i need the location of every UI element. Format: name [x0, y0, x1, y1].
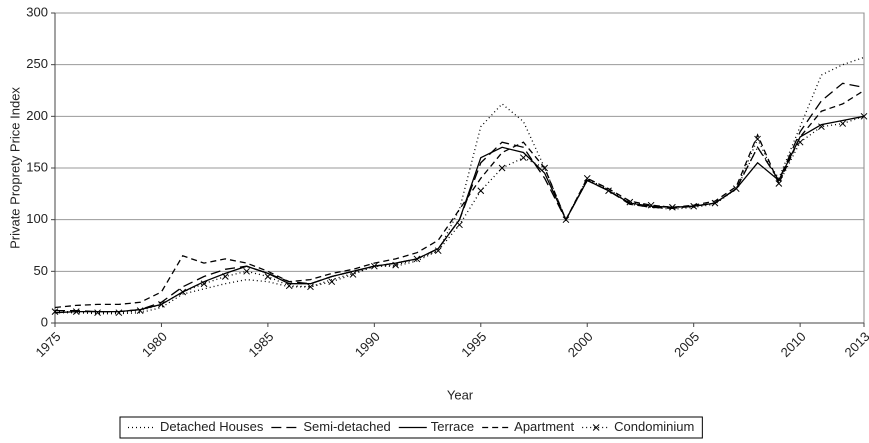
marker — [413, 255, 421, 263]
marker — [434, 247, 442, 255]
marker — [200, 280, 208, 288]
marker — [392, 261, 399, 269]
y-tick-label: 100 — [26, 211, 48, 226]
marker — [115, 309, 123, 317]
marker — [520, 154, 527, 162]
series-line — [55, 82, 865, 313]
x-tick-label: 1985 — [245, 329, 276, 360]
legend-label: Terrace — [431, 419, 474, 434]
y-tick-label: 200 — [26, 108, 48, 123]
marker — [690, 202, 698, 210]
x-tick-label: 1975 — [32, 329, 63, 360]
marker — [796, 138, 804, 146]
marker — [562, 216, 570, 224]
x-tick-label: 1990 — [352, 329, 383, 360]
x-tick-label: 2005 — [671, 329, 702, 360]
legend-label: Semi-detached — [303, 419, 390, 434]
marker — [94, 309, 101, 317]
marker — [732, 185, 740, 193]
y-tick-label: 300 — [26, 4, 48, 19]
marker — [456, 221, 463, 229]
marker — [179, 288, 187, 296]
x-tick-label: 2000 — [565, 329, 596, 360]
x-tick-label: 1980 — [139, 329, 170, 360]
marker — [541, 164, 549, 172]
marker — [605, 187, 612, 195]
marker — [51, 308, 59, 315]
legend-label: Apartment — [514, 419, 574, 434]
legend-label: Detached Houses — [160, 419, 264, 434]
marker — [307, 283, 314, 291]
marker — [285, 282, 293, 290]
series-line — [55, 56, 865, 315]
marker — [860, 112, 868, 120]
marker — [72, 308, 80, 315]
marker — [477, 187, 485, 195]
x-axis-label: Year — [447, 387, 474, 402]
marker — [370, 262, 378, 270]
marker — [221, 273, 229, 280]
x-tick-label: 2010 — [778, 329, 809, 360]
y-axis-label: Private Proprety Price Index — [7, 87, 22, 249]
series-line — [54, 115, 865, 314]
marker — [328, 278, 336, 286]
marker — [158, 301, 165, 308]
series-line — [54, 89, 865, 309]
marker — [775, 180, 783, 187]
marker — [754, 135, 761, 143]
marker — [818, 123, 825, 131]
marker — [136, 307, 144, 314]
marker — [498, 164, 506, 172]
marker — [583, 174, 591, 182]
legend-marker — [592, 424, 600, 431]
series-line — [55, 115, 865, 314]
marker — [626, 198, 634, 206]
legend-label: Condominium — [614, 419, 694, 434]
y-tick-label: 50 — [34, 263, 48, 278]
y-tick-label: 250 — [26, 56, 48, 71]
marker — [264, 273, 272, 280]
marker — [669, 203, 676, 211]
marker — [839, 120, 847, 127]
y-tick-label: 150 — [26, 159, 48, 174]
x-tick-label: 1995 — [458, 329, 489, 360]
marker — [711, 199, 719, 207]
marker — [647, 201, 655, 209]
x-tick-label: 2013 — [841, 329, 869, 360]
y-tick-label: 0 — [41, 314, 48, 329]
marker — [243, 267, 250, 275]
marker — [349, 271, 357, 278]
